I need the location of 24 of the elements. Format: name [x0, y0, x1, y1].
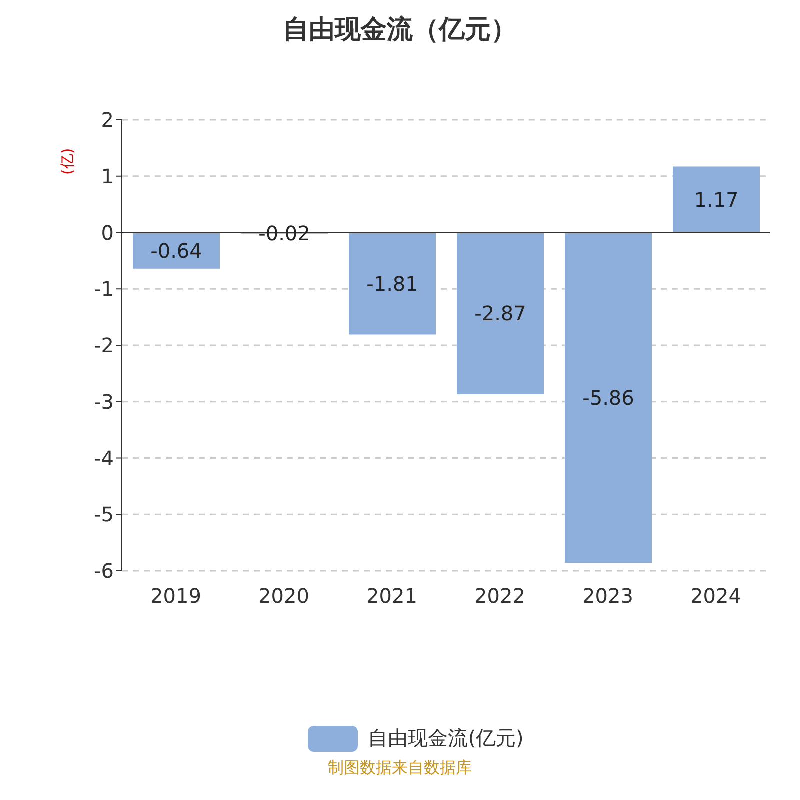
x-tick-label: 2022 — [474, 584, 526, 608]
y-tick-label: -2 — [94, 334, 114, 358]
x-tick-label: 2024 — [690, 584, 742, 608]
x-tick-label: 2019 — [150, 584, 202, 608]
chart-title: 自由现金流（亿元） — [282, 14, 518, 47]
x-tick-label: 2021 — [366, 584, 418, 608]
legend-label: 自由现金流(亿元) — [368, 725, 524, 752]
y-tick-label: 0 — [101, 220, 114, 245]
x-tick-label: 2020 — [258, 584, 310, 608]
y-tick-label: -4 — [94, 446, 114, 470]
y-tick-label: -1 — [94, 277, 114, 302]
y-tick-label: 1 — [101, 164, 114, 188]
data-label: -0.64 — [150, 238, 202, 263]
x-tick-label: 2023 — [582, 584, 634, 608]
data-label: -1.81 — [366, 272, 418, 296]
data-label: -2.87 — [474, 302, 526, 326]
data-label: 1.17 — [694, 188, 739, 212]
y-tick-label: -3 — [94, 390, 114, 414]
y-tick-label: -6 — [94, 559, 114, 584]
data-label: -5.86 — [582, 386, 634, 410]
y-axis-title: (亿) — [58, 148, 77, 175]
y-tick-label: -5 — [94, 502, 114, 527]
y-tick-label: 2 — [101, 108, 114, 132]
text: 制图数据来自数据库 — [327, 758, 473, 779]
